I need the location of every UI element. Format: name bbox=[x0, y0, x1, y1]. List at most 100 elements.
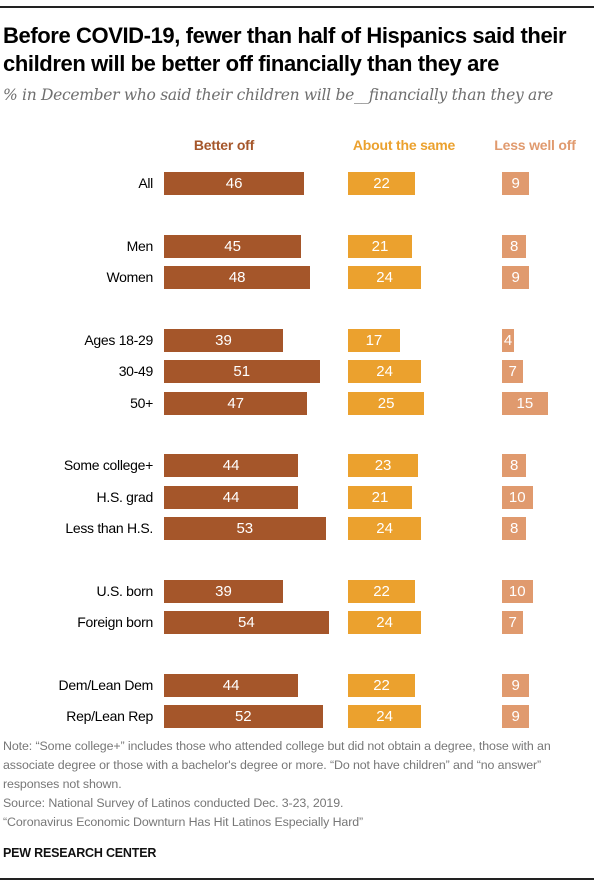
data-label: 9 bbox=[511, 269, 520, 286]
data-label: 7 bbox=[508, 614, 517, 631]
data-label: 8 bbox=[510, 457, 519, 474]
data-label: 24 bbox=[376, 614, 393, 631]
data-label: 52 bbox=[234, 708, 252, 725]
category-label: Less than H.S. bbox=[65, 520, 153, 536]
data-label: 9 bbox=[511, 175, 520, 192]
bar-better-off bbox=[164, 172, 305, 195]
category-label: 30-49 bbox=[118, 363, 154, 379]
column-header-better-off: Better off bbox=[193, 137, 255, 153]
bar-about-the-same bbox=[348, 234, 413, 258]
category-label: Men bbox=[126, 237, 154, 254]
brand-logo-text: PEW RESEARCH CENTER bbox=[3, 846, 157, 860]
data-label: 10 bbox=[508, 582, 526, 600]
data-label: 39 bbox=[215, 582, 232, 600]
note-text: Note: “Some college+” includes those who… bbox=[3, 739, 551, 791]
bar-better-off bbox=[164, 611, 329, 634]
bar-less-well-off bbox=[502, 485, 533, 509]
category-label: Ages 18-29 bbox=[84, 331, 153, 348]
data-label: 24 bbox=[376, 363, 393, 380]
data-label: 8 bbox=[510, 520, 519, 537]
bar-about-the-same bbox=[348, 328, 400, 352]
bar-better-off bbox=[164, 266, 311, 289]
data-label: 8 bbox=[510, 237, 519, 255]
data-label: 22 bbox=[373, 582, 390, 600]
bar-less-well-off bbox=[502, 328, 515, 352]
bar-better-off bbox=[164, 485, 299, 509]
category-label: Some college+ bbox=[63, 457, 153, 473]
category-label: 50+ bbox=[130, 394, 153, 411]
bar-about-the-same bbox=[348, 454, 419, 477]
bar-better-off bbox=[164, 391, 308, 415]
category-label: Foreign born bbox=[77, 614, 153, 630]
bar-better-off bbox=[164, 579, 283, 603]
bar-less-well-off bbox=[502, 234, 527, 258]
data-label: 22 bbox=[373, 676, 390, 694]
bar-about-the-same bbox=[348, 517, 422, 540]
data-label: 39 bbox=[215, 331, 232, 349]
bar-less-well-off bbox=[502, 611, 524, 634]
bar-about-the-same bbox=[348, 611, 422, 634]
bar-less-well-off bbox=[502, 391, 548, 415]
bottom-rule bbox=[0, 878, 594, 880]
category-label: All bbox=[138, 175, 153, 191]
bar-less-well-off bbox=[502, 673, 530, 697]
footnote: Note: “Some college+” includes those who… bbox=[3, 737, 597, 832]
top-rule bbox=[0, 6, 594, 8]
column-header-less-well-off: Less well off bbox=[494, 137, 576, 153]
data-label: 46 bbox=[225, 175, 243, 192]
bar-less-well-off bbox=[502, 517, 527, 540]
bar-better-off bbox=[164, 454, 299, 477]
chart-subtitle: % in December who said their children wi… bbox=[3, 86, 553, 104]
data-label: 51 bbox=[233, 363, 251, 380]
data-label: 45 bbox=[224, 237, 241, 255]
bar-better-off bbox=[164, 234, 302, 258]
category-label: H.S. grad bbox=[96, 488, 154, 505]
bar-less-well-off bbox=[502, 454, 527, 477]
bar-about-the-same bbox=[348, 485, 413, 509]
report-title: “Coronavirus Economic Downturn Has Hit L… bbox=[3, 815, 364, 829]
bar-about-the-same bbox=[348, 673, 416, 697]
bar-about-the-same bbox=[348, 579, 416, 603]
data-label: 9 bbox=[511, 676, 520, 694]
data-label: 21 bbox=[371, 237, 389, 255]
data-label: 9 bbox=[511, 708, 520, 725]
bar-better-off bbox=[164, 705, 323, 728]
data-label: 25 bbox=[377, 394, 395, 412]
category-label: U.S. born bbox=[96, 582, 154, 599]
bar-better-off bbox=[164, 673, 299, 697]
data-label: 24 bbox=[376, 269, 393, 286]
data-label: 17 bbox=[365, 331, 383, 349]
data-label: 47 bbox=[227, 394, 245, 412]
bar-less-well-off bbox=[502, 266, 530, 289]
source-text: Source: National Survey of Latinos condu… bbox=[3, 796, 344, 810]
data-label: 23 bbox=[374, 457, 392, 474]
data-label: 21 bbox=[371, 488, 389, 506]
data-label: 48 bbox=[228, 269, 246, 286]
bar-about-the-same bbox=[348, 391, 425, 415]
category-label: Rep/Lean Rep bbox=[66, 708, 153, 724]
data-label: 24 bbox=[376, 708, 393, 725]
data-label: 15 bbox=[516, 394, 534, 412]
data-label: 54 bbox=[238, 614, 255, 631]
data-label: 44 bbox=[222, 457, 240, 474]
data-label: 44 bbox=[222, 676, 240, 694]
bar-less-well-off bbox=[502, 172, 530, 195]
data-label: 22 bbox=[373, 175, 390, 192]
bar-about-the-same bbox=[348, 172, 416, 195]
category-label: Women bbox=[106, 269, 154, 285]
data-label: 53 bbox=[236, 520, 254, 537]
data-label: 24 bbox=[376, 520, 393, 537]
data-label: 44 bbox=[222, 488, 240, 506]
data-label: 4 bbox=[503, 331, 513, 349]
column-header-about-the-same: About the same bbox=[352, 137, 456, 153]
bar-less-well-off bbox=[502, 705, 530, 728]
category-label: Dem/Lean Dem bbox=[58, 676, 154, 693]
bar-better-off bbox=[164, 328, 283, 352]
bar-about-the-same bbox=[348, 360, 422, 383]
bar-better-off bbox=[164, 360, 320, 383]
bar-about-the-same bbox=[348, 266, 422, 289]
data-label: 10 bbox=[508, 488, 526, 506]
data-label: 7 bbox=[508, 363, 517, 380]
bar-less-well-off bbox=[502, 360, 524, 383]
